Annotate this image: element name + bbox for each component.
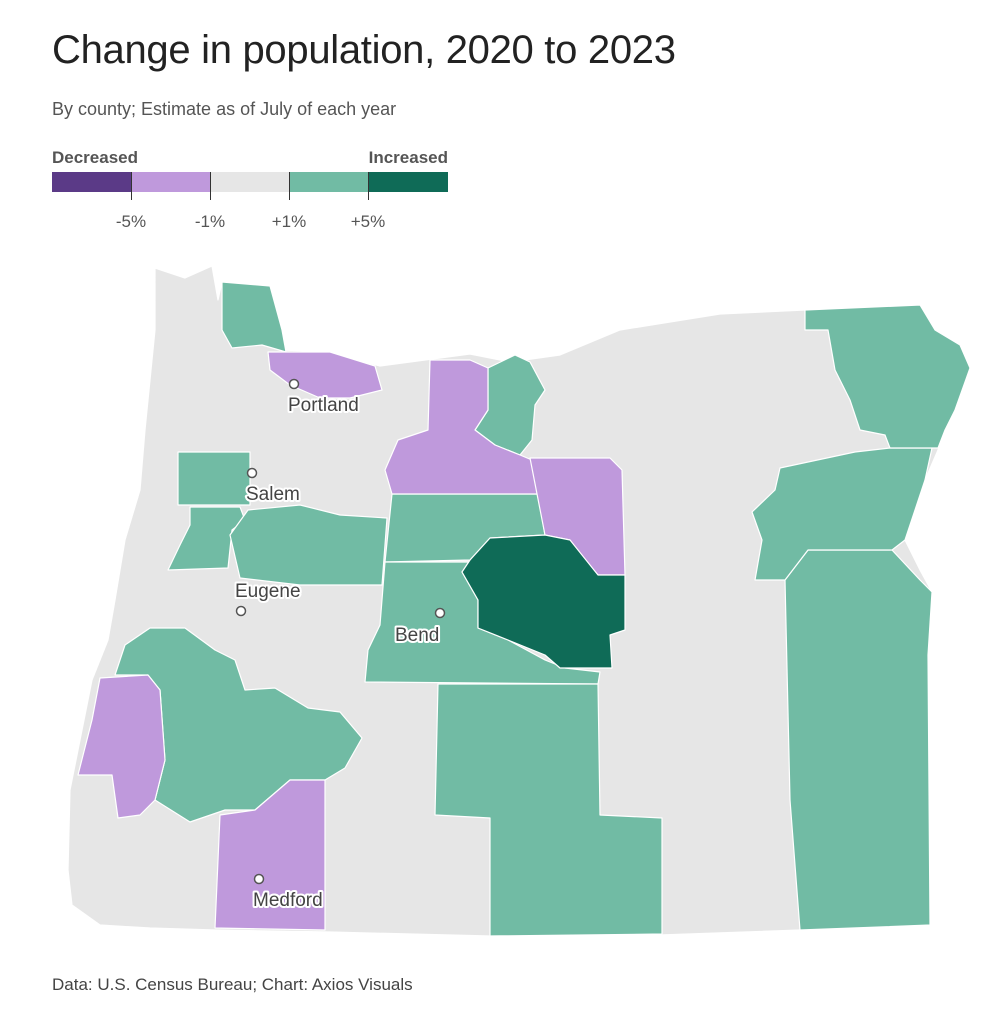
county-benton [167, 506, 246, 571]
legend-tick [368, 172, 369, 200]
legend-swatch-increase [289, 172, 368, 192]
legend-swatch-neutral [210, 172, 289, 192]
city-label-bend: Bend [395, 625, 439, 646]
oregon-county-map: Portland Salem Eugene Bend Medford [0, 240, 1000, 960]
chart-subtitle: By county; Estimate as of July of each y… [52, 99, 397, 119]
legend-tick [131, 172, 132, 200]
county-wallowa [804, 304, 971, 449]
legend-increased-label: Increased [368, 148, 448, 167]
county-jackson [214, 779, 326, 931]
legend-tick [289, 172, 290, 200]
city-label-portland: Portland [288, 395, 359, 416]
legend-swatch-strong-increase [368, 172, 448, 192]
county-crook [461, 534, 626, 669]
city-dot-eugene [235, 605, 247, 617]
oregon-map-svg: Portland Salem Eugene Bend Medford [67, 265, 971, 937]
city-dot-medford [253, 873, 265, 885]
legend-decreased-label: Decreased [52, 148, 139, 167]
legend-tick-label: +5% [350, 212, 386, 231]
county-coos [77, 674, 166, 819]
legend-tick-label: +1% [271, 212, 307, 231]
legend-tick-label: -5% [115, 212, 147, 231]
county-malheur [784, 549, 933, 931]
legend-swatch-decrease [131, 172, 210, 192]
city-dot-bend [434, 607, 446, 619]
county-clatsop [221, 281, 287, 353]
city-dot-portland [288, 378, 300, 390]
city-dot-salem [246, 467, 258, 479]
city-label-eugene: Eugene [235, 581, 301, 602]
county-polk [177, 451, 251, 506]
county-wasco [384, 359, 539, 495]
legend-tick [210, 172, 211, 200]
source-footer: Data: U.S. Census Bureau; Chart: Axios V… [52, 975, 413, 994]
color-legend: Decreased Increased -5% -1% +1% +5% [52, 148, 452, 238]
legend-tick-label: -1% [194, 212, 226, 231]
city-label-salem: Salem [246, 484, 300, 505]
county-linn [229, 504, 388, 586]
city-label-medford: Medford [253, 890, 323, 911]
legend-swatch-strong-decrease [52, 172, 131, 192]
county-lake [434, 683, 663, 937]
chart-title: Change in population, 2020 to 2023 [52, 28, 676, 72]
